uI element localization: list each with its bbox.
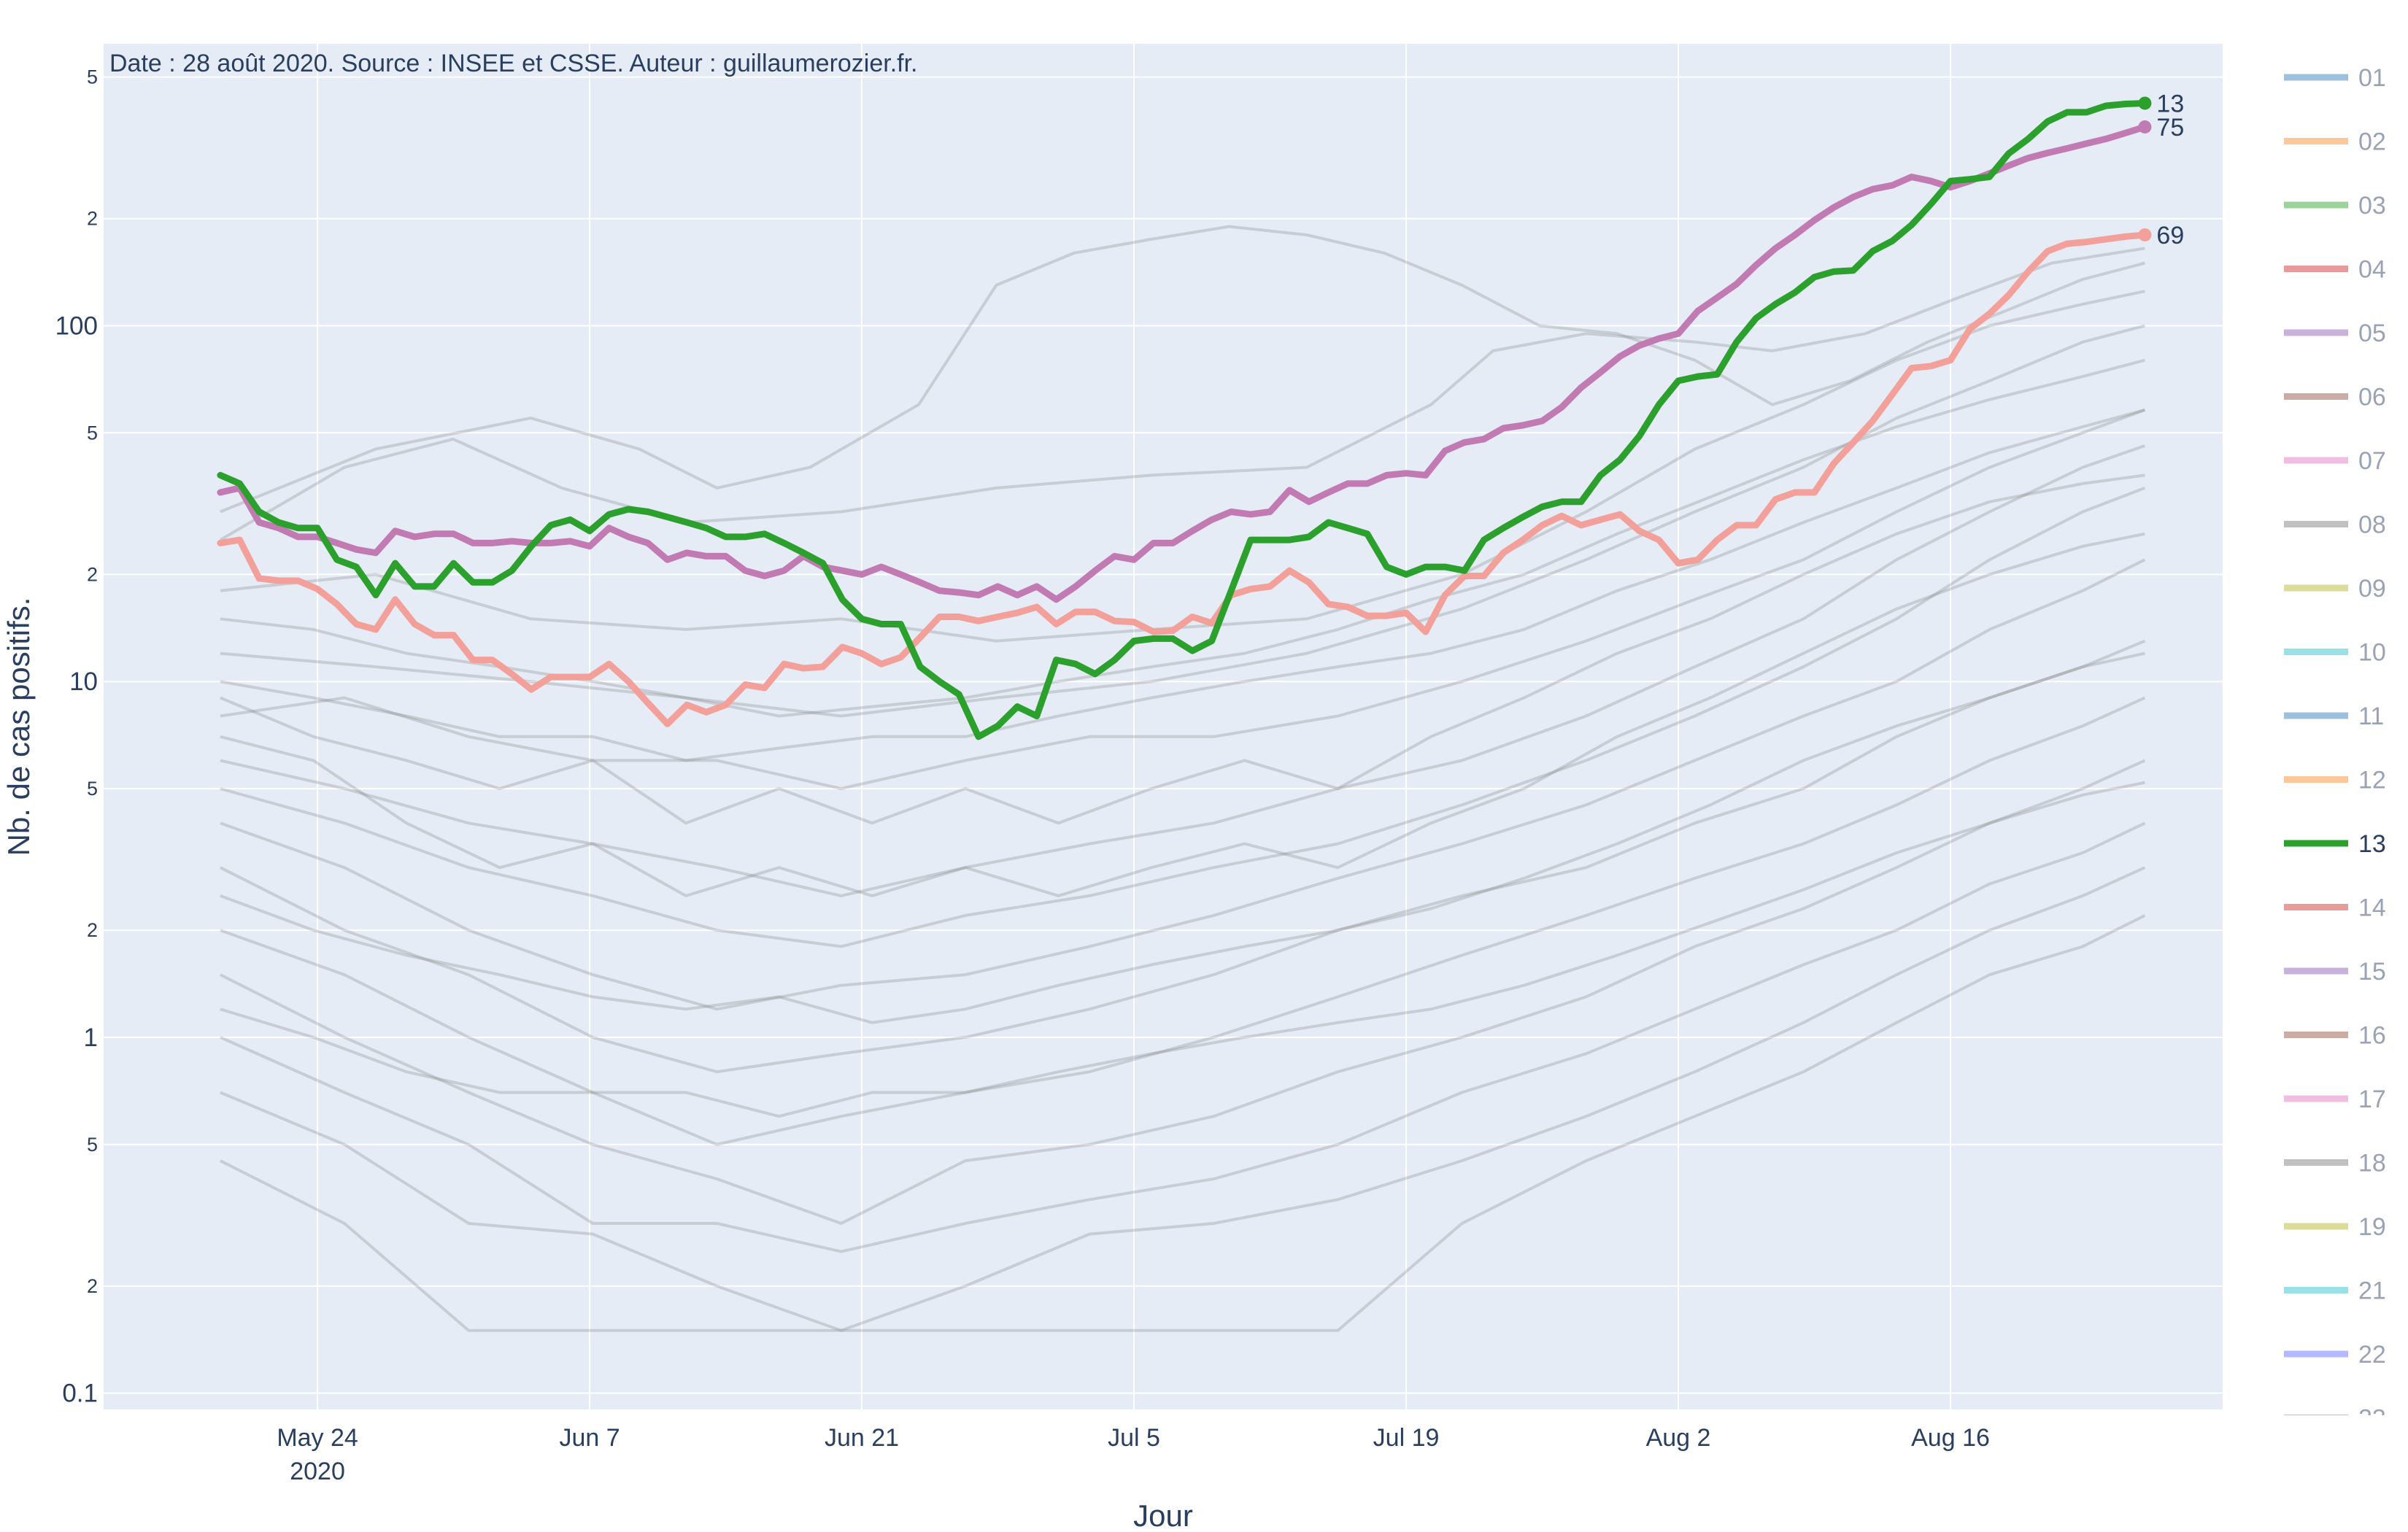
legend-item-08: 08 — [2358, 511, 2386, 539]
legend-item-07: 07 — [2358, 447, 2386, 475]
series-line-13 — [217, 100, 2148, 740]
y-tick-label: 5 — [87, 66, 98, 88]
legend-item-10: 10 — [2358, 639, 2386, 667]
y-tick-label: 2 — [87, 208, 98, 230]
highlighted-series — [217, 100, 2148, 740]
legend-item-22: 22 — [2358, 1341, 2386, 1369]
x-tick-label: Aug 2 — [1646, 1424, 1711, 1452]
legend-item-13: 13 — [2358, 830, 2386, 858]
x-tick-sublabel: 2020 — [290, 1458, 345, 1485]
background-series-line — [220, 473, 2145, 825]
y-tick-label: 100 — [55, 312, 98, 340]
series-end-marker-69 — [2138, 228, 2152, 241]
legend-item-18: 18 — [2358, 1150, 2386, 1177]
x-tick-label: Jun 21 — [825, 1424, 899, 1452]
x-tick-label: Aug 16 — [1911, 1424, 1990, 1452]
background-series-line — [220, 696, 2146, 1146]
background-series-line — [219, 759, 2146, 1225]
legend-item-16: 16 — [2358, 1022, 2386, 1050]
y-tick-label: 10 — [69, 668, 98, 696]
series-end-label-75: 75 — [2156, 114, 2184, 142]
background-series-line — [220, 558, 2146, 1011]
grid-lines — [104, 44, 2223, 1409]
background-series-line — [220, 781, 2145, 1118]
series-end-label-13: 13 — [2156, 90, 2184, 117]
x-tick-label: Jul 5 — [1108, 1424, 1160, 1452]
y-axis-ticks: 0.1 2 5 1 2 5 10 2 5 100 2 5 — [55, 66, 98, 1408]
series-line-69 — [217, 231, 2148, 727]
background-series-line — [220, 651, 2145, 1024]
series-end-label-69: 69 — [2156, 222, 2184, 249]
y-tick-label: 5 — [87, 422, 98, 444]
x-tick-label: Jul 19 — [1373, 1424, 1440, 1452]
y-tick-label: 2 — [87, 919, 98, 941]
y-tick-label: 5 — [87, 1134, 98, 1156]
legend-item-19: 19 — [2358, 1213, 2386, 1241]
y-axis-title: Nb. de cas positifs. — [1, 597, 36, 856]
x-tick-label: May 24 — [277, 1424, 358, 1452]
y-tick-label: 2 — [87, 1275, 98, 1297]
background-series-line — [220, 487, 2146, 948]
background-series-line — [219, 914, 2146, 1332]
series-line-75 — [217, 123, 2148, 603]
legend-item-01: 01 — [2358, 64, 2386, 92]
legend-item-09: 09 — [2358, 575, 2386, 603]
legend-item-14: 14 — [2358, 894, 2386, 922]
legend-item-17: 17 — [2358, 1086, 2386, 1113]
y-tick-label: 5 — [87, 778, 98, 800]
background-series-line — [220, 409, 2146, 790]
legend-item-04: 04 — [2358, 256, 2386, 284]
x-tick-label: Jun 7 — [559, 1424, 620, 1452]
background-series-line — [220, 324, 2145, 718]
background-series-line — [220, 866, 2146, 1332]
series-end-marker-13 — [2138, 96, 2152, 110]
x-axis-ticks: May 24 2020 Jun 7 Jun 21 Jul 5 Jul 19 Aug 2 Aug… — [277, 1424, 1990, 1485]
y-tick-label: 2 — [87, 563, 98, 585]
background-series-line — [220, 290, 2145, 643]
background-series-line — [220, 444, 2146, 897]
y-tick-label: 1 — [84, 1024, 98, 1052]
legend-item-23: 23 — [2358, 1405, 2386, 1433]
legend-item-12: 12 — [2358, 767, 2386, 794]
legend: 01 02 03 04 05 06 07 08 09 10 11 12 13 14 15 16 17 18 19 21… — [2284, 64, 2386, 1433]
legend-item-21: 21 — [2358, 1277, 2386, 1305]
background-series-line — [219, 247, 2145, 541]
legend-item-05: 05 — [2358, 320, 2386, 347]
legend-item-06: 06 — [2358, 384, 2386, 411]
legend-item-02: 02 — [2358, 128, 2386, 156]
legend-item-11: 11 — [2358, 703, 2384, 730]
background-series-line — [220, 821, 2146, 1253]
x-axis-title: Jour — [1133, 1498, 1193, 1532]
series-end-marker-75 — [2138, 120, 2152, 134]
background-series-line — [220, 532, 2145, 897]
chart-annotation: Date : 28 août 2020. Source : INSEE et C… — [109, 50, 918, 77]
y-tick-label: 0.1 — [62, 1380, 98, 1408]
background-series-line — [219, 639, 2146, 1074]
background-series — [219, 225, 2146, 1332]
background-series-line — [220, 408, 2145, 762]
plot-background — [104, 44, 2223, 1409]
legend-item-15: 15 — [2358, 958, 2386, 986]
legend-item-03: 03 — [2358, 192, 2386, 220]
background-series-line — [220, 225, 2145, 514]
